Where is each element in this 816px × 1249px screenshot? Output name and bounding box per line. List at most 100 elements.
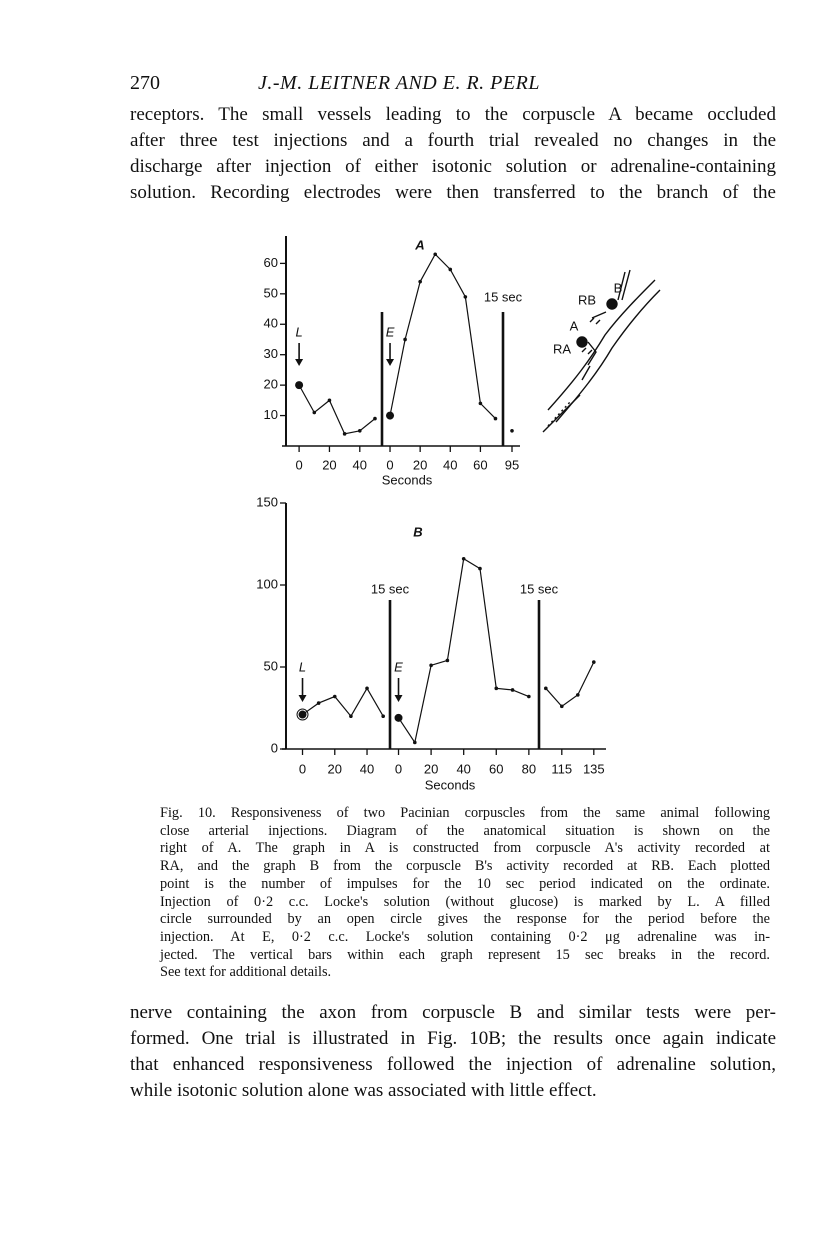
data-point xyxy=(544,686,548,691)
figure-caption: Fig. 10. Responsiveness of two Pacinian … xyxy=(160,805,770,982)
x-tick-label: 40 xyxy=(443,457,457,472)
data-point xyxy=(357,428,362,433)
data-line xyxy=(389,253,496,420)
x-tick-label: 40 xyxy=(456,761,470,776)
break-label: 15 sec xyxy=(371,581,410,596)
vessel xyxy=(542,394,581,433)
data-point xyxy=(403,337,407,342)
data-point xyxy=(478,566,482,571)
x-tick-label: 95 xyxy=(505,457,519,472)
x-tick-label: 60 xyxy=(473,457,487,472)
data-point xyxy=(576,693,580,697)
data-point xyxy=(527,694,531,699)
break-label: 15 sec xyxy=(520,581,559,596)
chart-label: B xyxy=(413,524,422,539)
data-point xyxy=(327,398,332,403)
data-line xyxy=(298,384,376,435)
data-point xyxy=(381,714,385,718)
data-point xyxy=(365,686,369,691)
text-line: receptors. The small vessels leading to … xyxy=(130,104,776,125)
injection-marker: E xyxy=(394,659,403,674)
data-point xyxy=(413,740,417,745)
text-line: solution. Recording electrodes were then… xyxy=(130,182,776,203)
data-point xyxy=(478,401,483,406)
text-line: nerve containing the axon from corpuscle… xyxy=(130,1002,776,1023)
x-tick-label: 20 xyxy=(322,457,336,472)
text-line: that enhanced responsiveness followed th… xyxy=(130,1054,776,1075)
text-line: close arterial injections. Diagram of th… xyxy=(160,822,770,839)
data-point xyxy=(433,252,438,257)
data-point xyxy=(494,686,499,691)
open-circle xyxy=(296,708,309,721)
data-point xyxy=(316,701,321,705)
data-point xyxy=(429,663,433,668)
y-tick-label: 30 xyxy=(264,346,278,361)
text-line: point is the number of impulses for the … xyxy=(160,875,770,892)
x-axis-label: Seconds xyxy=(382,472,433,487)
nerve xyxy=(547,279,656,411)
text-line: Injection of 0·2 c.c. Locke's solution (… xyxy=(160,893,770,910)
text-line: formed. One trial is illustrated in Fig.… xyxy=(130,1028,776,1049)
injection-marker: L xyxy=(295,324,302,339)
data-point xyxy=(493,416,498,421)
data-point xyxy=(394,713,403,722)
data-point xyxy=(463,295,468,299)
x-tick-label: 0 xyxy=(295,457,302,472)
injection-marker: E xyxy=(386,324,395,339)
y-tick-label: 50 xyxy=(264,285,278,300)
data-point xyxy=(448,267,453,272)
x-tick-label: 40 xyxy=(353,457,367,472)
anatomy-diagram xyxy=(542,269,661,433)
marker-arrowhead xyxy=(386,359,395,366)
y-tick-label: 10 xyxy=(264,407,278,422)
x-tick-label: 40 xyxy=(360,761,374,776)
text-line: RA, and the graph B from the corpuscle B… xyxy=(160,858,770,875)
paragraph: receptors. The small vessels leading to … xyxy=(130,102,776,206)
data-point xyxy=(386,411,395,420)
x-tick-label: 80 xyxy=(522,761,536,776)
data-point xyxy=(592,660,596,664)
x-tick-label: 0 xyxy=(395,761,402,776)
x-tick-label: 20 xyxy=(328,761,342,776)
data-line xyxy=(398,557,530,744)
chart-label: A xyxy=(414,237,424,252)
marker-arrowhead xyxy=(394,695,403,702)
data-point xyxy=(295,381,304,390)
text-line: jected. The vertical bars within each gr… xyxy=(160,946,770,963)
branch xyxy=(581,311,607,381)
data-line xyxy=(545,661,595,708)
x-tick-label: 0 xyxy=(299,761,306,776)
data-point xyxy=(560,704,564,709)
marker-arrowhead xyxy=(295,359,304,366)
data-point xyxy=(510,688,515,692)
x-tick-label: 115 xyxy=(551,761,572,776)
corpuscle xyxy=(606,298,618,310)
vessel xyxy=(547,401,571,427)
break-label: 15 sec xyxy=(484,289,523,304)
x-tick-label: 135 xyxy=(583,761,605,776)
y-tick-label: 40 xyxy=(264,316,278,331)
text-line: while isotonic solution alone was associ… xyxy=(130,1080,597,1101)
nerve xyxy=(555,289,661,423)
y-tick-label: 150 xyxy=(256,494,278,509)
data-point xyxy=(332,694,337,699)
data-point xyxy=(312,410,317,415)
x-tick-label: 60 xyxy=(489,761,503,776)
data-point xyxy=(349,714,353,718)
x-axis-label: Seconds xyxy=(425,777,476,792)
data-point xyxy=(510,428,514,433)
vessel xyxy=(617,269,631,301)
data-point xyxy=(342,432,347,436)
y-tick-label: 50 xyxy=(264,658,278,673)
text-line: right of A. The graph in A is constructe… xyxy=(160,840,770,857)
text-line: See text for additional details. xyxy=(160,964,332,981)
data-point xyxy=(445,658,450,663)
text-line: discharge after injection of either isot… xyxy=(130,156,776,177)
paragraph: nerve containing the axon from corpuscle… xyxy=(130,1000,776,1104)
diagram-label: A xyxy=(570,318,579,333)
running-title: J.-M. LEITNER AND E. R. PERL xyxy=(258,72,540,94)
diagram-label: RB xyxy=(578,292,596,307)
data-point xyxy=(373,416,377,421)
page-number: 270 xyxy=(130,72,160,94)
